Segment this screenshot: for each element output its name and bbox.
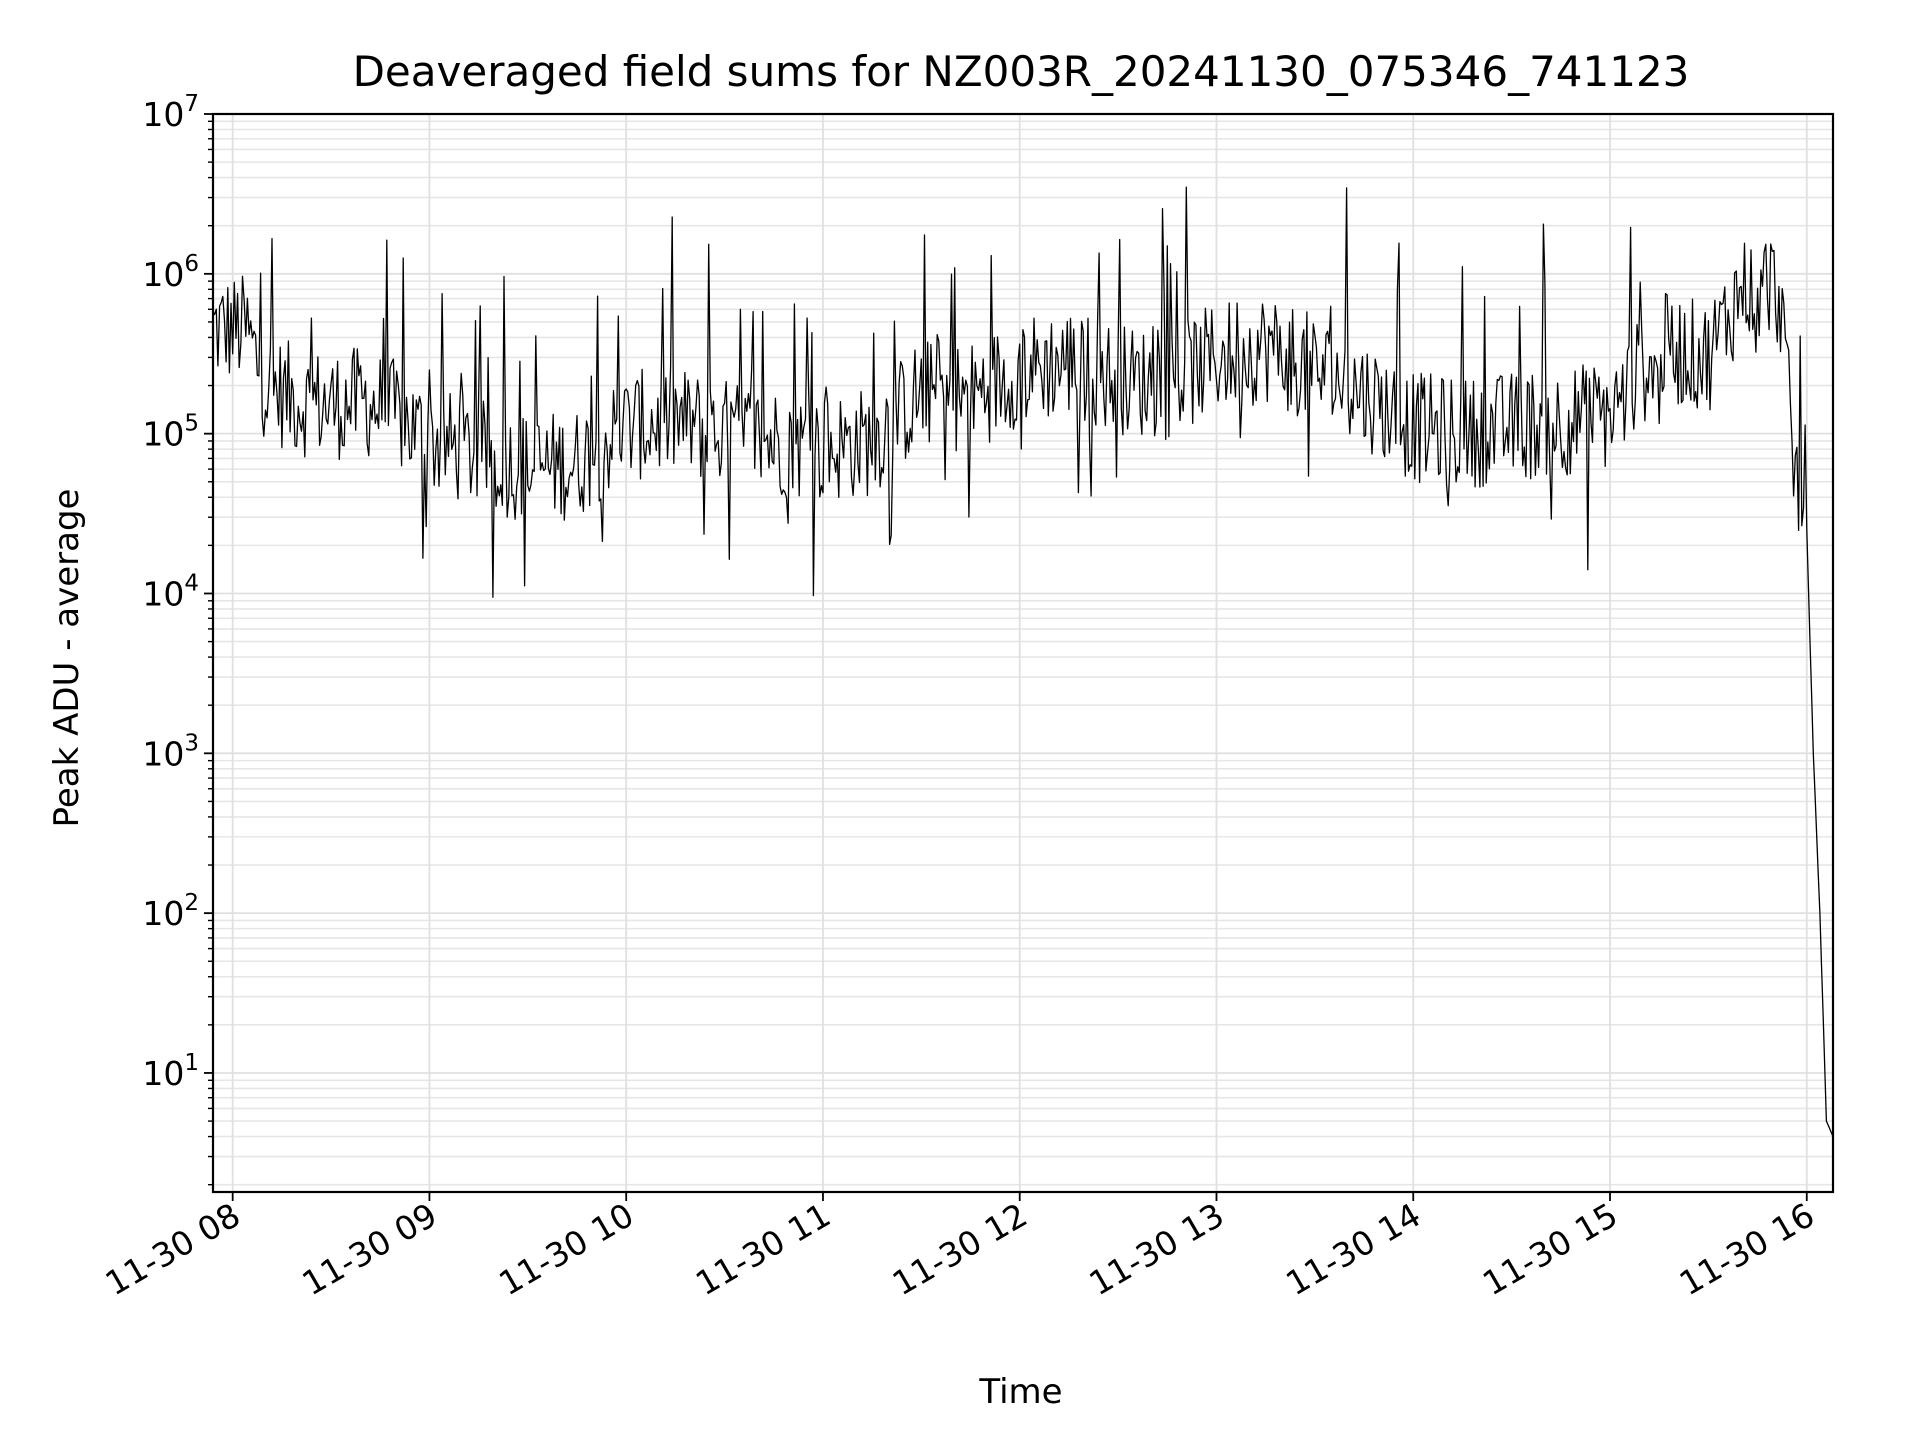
chart-title: Deaveraged field sums for NZ003R_2024113… bbox=[353, 47, 1690, 96]
data-series-line bbox=[212, 186, 1834, 1137]
y-tick-label: 104 bbox=[142, 570, 199, 613]
y-tick-label: 102 bbox=[142, 890, 199, 933]
y-axis-label: Peak ADU - average bbox=[47, 489, 87, 828]
y-tick-label: 105 bbox=[142, 411, 199, 454]
y-tick-label: 101 bbox=[142, 1050, 199, 1093]
y-tick-label: 106 bbox=[142, 251, 199, 294]
series-layer bbox=[212, 186, 1834, 1137]
y-tick-label: 103 bbox=[142, 730, 199, 773]
plot-frame bbox=[211, 112, 1835, 1194]
y-tick-label: 107 bbox=[142, 91, 199, 134]
x-axis-label: Time bbox=[978, 1372, 1062, 1412]
